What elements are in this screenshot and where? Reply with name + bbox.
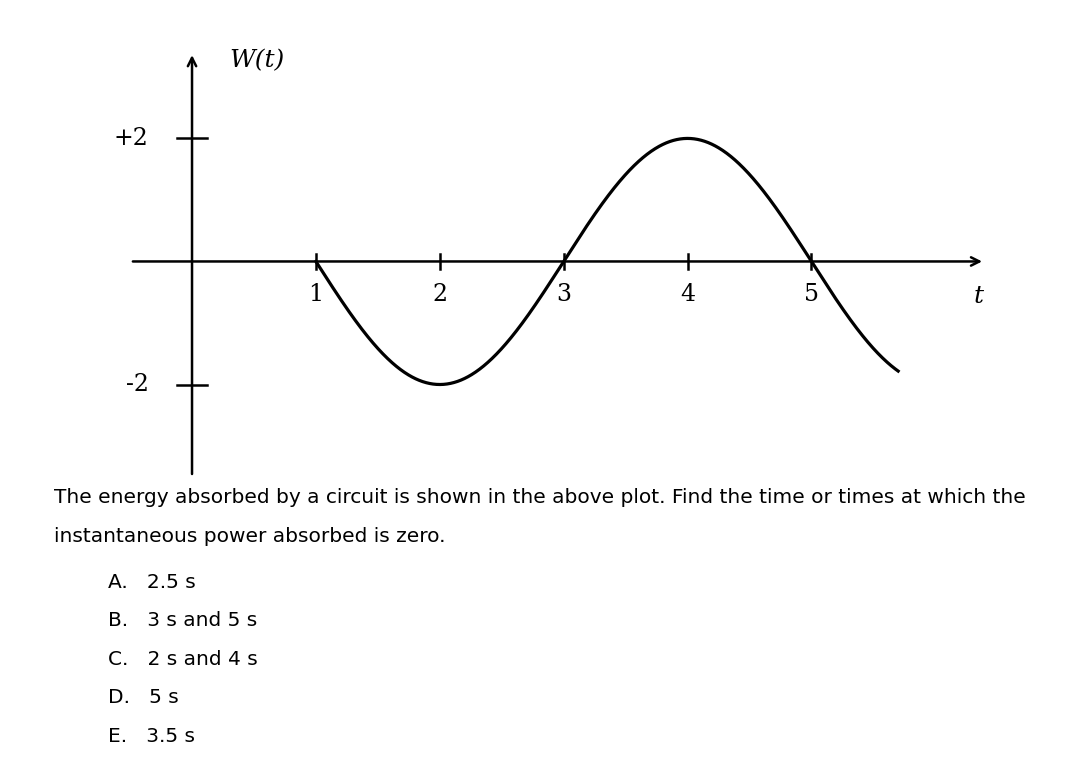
Text: W(t): W(t) [229,49,284,72]
Text: C.   2 s and 4 s: C. 2 s and 4 s [108,650,258,669]
Text: The energy absorbed by a circuit is shown in the above plot. Find the time or ti: The energy absorbed by a circuit is show… [54,488,1025,508]
Text: t: t [973,285,983,308]
Text: 3: 3 [556,283,571,306]
Text: E.   3.5 s: E. 3.5 s [108,727,195,746]
Text: 5: 5 [804,283,818,306]
Text: A.   2.5 s: A. 2.5 s [108,573,196,592]
Text: D.   5 s: D. 5 s [108,688,179,707]
Text: B.   3 s and 5 s: B. 3 s and 5 s [108,611,258,631]
Text: -2: -2 [126,373,149,396]
Text: instantaneous power absorbed is zero.: instantaneous power absorbed is zero. [54,527,446,546]
Text: 2: 2 [433,283,448,306]
Text: +2: +2 [114,127,149,150]
Text: 4: 4 [680,283,695,306]
Text: 1: 1 [308,283,323,306]
